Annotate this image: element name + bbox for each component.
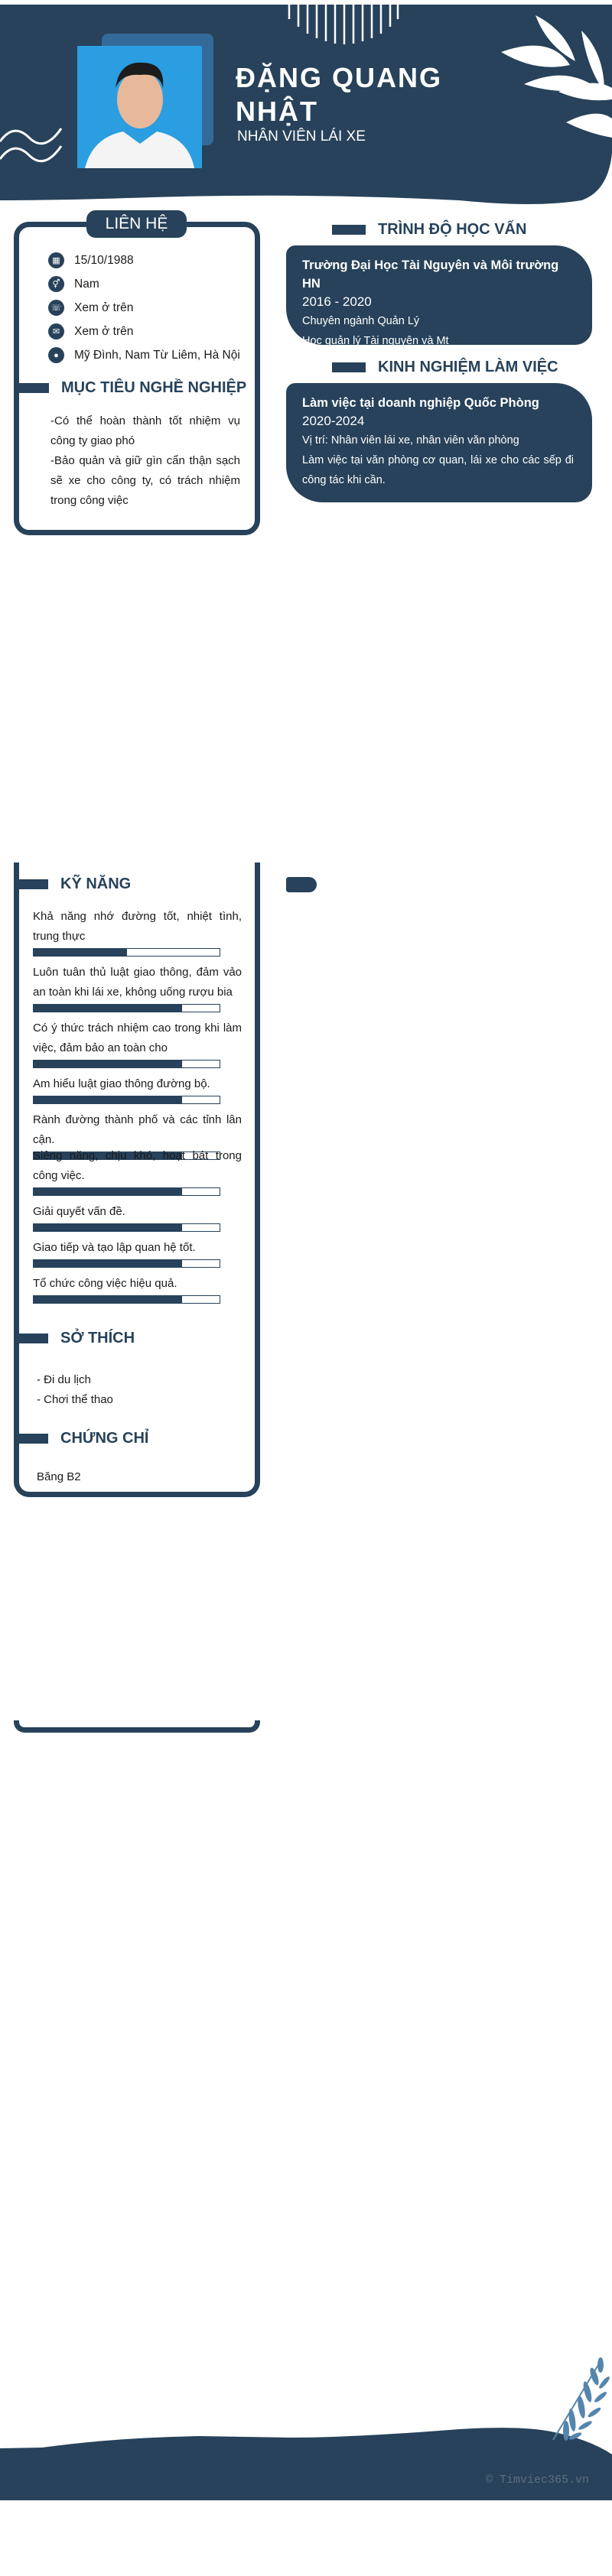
objective-heading: MỤC TIÊU NGHỀ NGHIỆP [17,379,246,397]
candidate-name: ĐẶNG QUANG NHẬT [236,62,442,127]
contact-email: ✉ Xem ở trên [48,323,133,339]
experience-card: Làm việc tại doanh nghiệp Quốc Phòng 202… [286,383,592,502]
left-column-card-3 [14,1720,260,1733]
contact-birthday: ▦ 15/10/1988 [48,252,134,268]
skill-item: Có ý thức trách nhiệm cao trong khi làm … [33,1018,242,1068]
experience-desc: Làm việc tại văn phòng cơ quan, lái xe c… [302,454,574,486]
skill-item: Rành đường thành phố và các tỉnh lân cận… [33,1110,242,1160]
skills-heading: KỸ NĂNG [17,875,131,893]
skill-level-bar [33,1004,220,1012]
wave-decoration [0,128,63,163]
stripes-decoration [288,5,399,44]
skill-level-fill [34,1061,183,1067]
skill-item: Siêng năng, chịu khó, hoạt bát trong côn… [33,1146,242,1196]
profile-photo [77,46,202,168]
experience-heading: KINH NGHIỆM LÀM VIỆC [332,359,558,376]
skill-item: Giao tiếp và tạo lập quan hệ tốt. [33,1238,242,1268]
location-pin-icon: ● [48,347,64,363]
hobby-item: - Đi du lịch [37,1373,91,1386]
skill-label: Luôn tuân thủ luật giao thông, đảm vảo a… [33,966,242,999]
hobbies-heading: SỞ THÍCH [17,1330,135,1347]
skill-level-fill [34,1152,183,1159]
education-card: Trường Đại Học Tài Nguyên và Môi trường … [286,245,592,347]
birthday-cake-icon: ▦ [48,252,64,268]
skill-level-bar [33,1223,220,1232]
certificate-item: Băng B2 [37,1470,81,1483]
left-column-card: ▦ 15/10/1988 ⚥ Nam ☏ Xem ở trên ✉ Xem ở trên… [14,222,260,535]
contact-text: Nam [74,277,99,291]
footer-banner [0,2357,612,2500]
education-desc: Học quản lý Tài nguyên và Mt [302,335,449,347]
email-icon: ✉ [48,323,64,339]
hobby-item: - Chơi thể thao [37,1393,113,1406]
contact-phone: ☏ Xem ở trên [48,300,133,316]
skill-level-fill [34,1188,183,1195]
leaf-decoration [501,15,612,138]
skill-level-bar [33,1096,220,1104]
contact-text: Mỹ Đình, Nam Từ Liêm, Hà Nội [74,348,240,362]
objective-text: -Có thể hoàn thành tốt nhiệm vụ công ty … [50,414,240,507]
decor-pill [286,877,317,892]
skill-level-bar [33,1152,220,1160]
contact-text: Xem ở trên [74,324,134,338]
skill-level-fill [34,949,127,956]
skill-level-bar [33,948,220,957]
skill-label: Giao tiếp và tạo lập quan hệ tốt. [33,1241,196,1254]
skill-label: Am hiểu luật giao thông đường bộ. [33,1077,210,1090]
skill-item: Khả năng nhớ đường tốt, nhiệt tình, trun… [33,907,242,957]
skill-level-fill [34,1260,183,1267]
certificates-heading: CHỨNG CHỈ [17,1430,148,1447]
skill-level-bar [33,1060,220,1068]
education-major: Chuyên ngành Quản Lý [302,315,420,327]
job-title: NHÂN VIÊN LÁI XE [237,128,366,145]
skill-level-fill [34,1096,183,1103]
skill-level-fill [34,1224,183,1231]
skill-level-bar [33,1187,220,1196]
skill-level-bar [33,1295,220,1304]
skill-label: Khả năng nhớ đường tốt, nhiệt tình, trun… [33,910,242,943]
skill-item: Am hiểu luật giao thông đường bộ. [33,1074,242,1104]
left-column-card-2 [14,862,260,1497]
contact-address: ● Mỹ Đình, Nam Từ Liêm, Hà Nội [48,347,240,363]
skill-label: Siêng năng, chịu khó, hoạt bát trong côn… [33,1149,242,1182]
skill-level-fill [34,1005,183,1012]
skill-item: Luôn tuân thủ luật giao thông, đảm vảo a… [33,963,242,1012]
header-banner: ĐẶNG QUANG NHẬT NHÂN VIÊN LÁI XE [0,0,612,210]
contact-text: Xem ở trên [74,300,134,314]
experience-position: Vị trí: Nhân viên lái xe, nhân viên văn … [302,434,519,447]
contact-text: 15/10/1988 [74,253,134,267]
company-name: Làm việc tại doanh nghiệp Quốc Phòng [302,396,539,410]
skill-label: Giải quyết vấn đề. [33,1205,125,1218]
school-name: Trường Đại Học Tài Nguyên và Môi trường … [302,258,559,291]
skill-label: Có ý thức trách nhiệm cao trong khi làm … [33,1022,242,1054]
contact-gender: ⚥ Nam [48,276,99,292]
leaf-branch-icon [552,2357,610,2441]
skill-item: Giải quyết vấn đề. [33,1202,242,1232]
skill-level-fill [34,1296,183,1303]
hobbies-list: - Đi du lịch - Chơi thể thao [37,1370,113,1410]
experience-years: 2020-2024 [302,414,365,428]
watermark: © Timviec365.vn [486,2474,590,2487]
phone-icon: ☏ [48,300,64,316]
education-years: 2016 - 2020 [302,294,372,309]
skill-level-bar [33,1259,220,1268]
skill-label: Rành đường thành phố và các tỉnh lân cận… [33,1113,242,1146]
education-heading: TRÌNH ĐỘ HỌC VẤN [332,221,526,239]
skill-item: Tổ chức công việc hiệu quả. [33,1274,242,1304]
gender-icon: ⚥ [48,276,64,292]
skill-label: Tổ chức công việc hiệu quả. [33,1277,177,1290]
contact-title: LIÊN HỆ [86,210,187,238]
